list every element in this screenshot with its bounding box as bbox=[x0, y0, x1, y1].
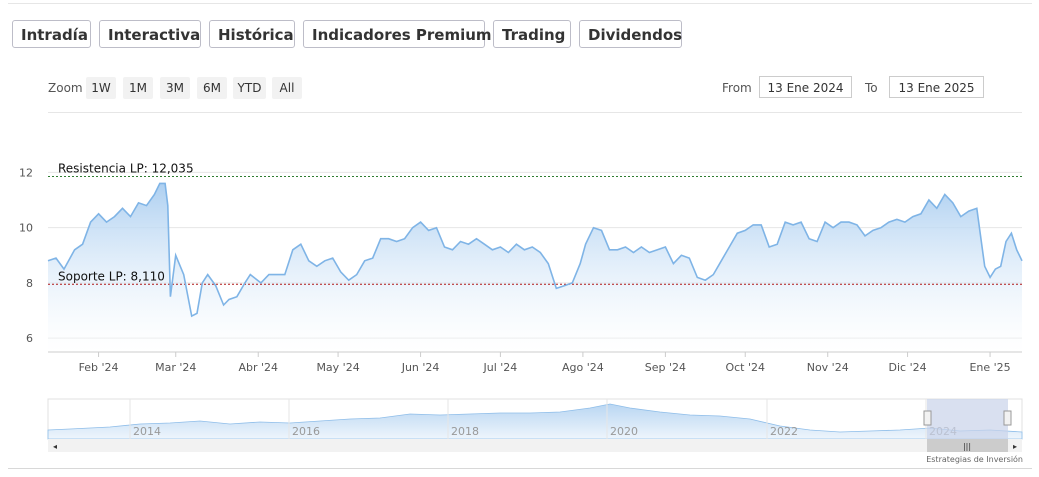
x-tick-label: Feb '24 bbox=[79, 361, 119, 374]
x-tick-label: Sep '24 bbox=[645, 361, 686, 374]
credit-label: Estrategias de Inversión bbox=[926, 455, 1023, 464]
zoom-button-all[interactable]: All bbox=[272, 77, 302, 99]
x-tick-label: Mar '24 bbox=[155, 361, 196, 374]
zoom-label: Zoom bbox=[48, 81, 83, 95]
zoom-button-1w[interactable]: 1W bbox=[86, 77, 116, 99]
scroll-left-icon[interactable]: ◂ bbox=[53, 442, 57, 451]
x-tick-label: Jun '24 bbox=[401, 361, 440, 374]
x-tick-label: Ene '25 bbox=[969, 361, 1010, 374]
top-divider bbox=[8, 3, 1032, 4]
navigator-selection[interactable] bbox=[927, 399, 1008, 439]
price-area bbox=[48, 183, 1022, 352]
x-tick-label: Ago '24 bbox=[562, 361, 604, 374]
y-tick-label: 6 bbox=[26, 332, 33, 345]
range-from-label: From bbox=[722, 81, 752, 95]
x-tick-label: Nov '24 bbox=[807, 361, 849, 374]
navigator-year-label: 2024 bbox=[929, 425, 957, 438]
y-tick-label: 10 bbox=[19, 222, 33, 235]
navigator-area bbox=[47, 403, 1023, 440]
zoom-button-1m[interactable]: 1M bbox=[123, 77, 153, 99]
navigator-year-label: 2018 bbox=[451, 425, 479, 438]
navigator-year-label: 2022 bbox=[770, 425, 798, 438]
zoom-button-6m[interactable]: 6M bbox=[197, 77, 227, 99]
zoom-button-3m[interactable]: 3M bbox=[160, 77, 190, 99]
scrollbar-grip-icon: ||| bbox=[963, 442, 971, 451]
tab-indicadores-premium[interactable]: Indicadores Premium bbox=[303, 20, 492, 48]
navigator-handle-right[interactable] bbox=[1003, 410, 1012, 426]
scroll-right-icon[interactable]: ▸ bbox=[1013, 442, 1017, 451]
x-tick-label: Jul '24 bbox=[483, 361, 518, 374]
navigator-scrollbar[interactable]: ||| ◂ ▸ bbox=[48, 439, 1022, 452]
navigator[interactable]: 2014 2016 2018 2020 2022 2024 bbox=[47, 398, 1023, 440]
x-tick-label: May '24 bbox=[316, 361, 359, 374]
resistance-label: Resistencia LP: 12,035 bbox=[58, 162, 194, 176]
range-to-input[interactable]: 13 Ene 2025 bbox=[889, 76, 984, 98]
scrollbar-track[interactable] bbox=[48, 439, 1022, 452]
scrollbar-thumb[interactable] bbox=[927, 439, 1008, 452]
zoom-button-ytd[interactable]: YTD bbox=[233, 77, 266, 99]
tab-intradia[interactable]: Intradía bbox=[12, 20, 91, 48]
tab-trading[interactable]: Trading bbox=[493, 20, 571, 48]
navigator-year-label: 2016 bbox=[292, 425, 320, 438]
price-line bbox=[47, 182, 1023, 318]
navigator-handle-left[interactable] bbox=[923, 410, 932, 426]
y-tick-label: 12 bbox=[19, 166, 33, 179]
x-tick-label: Oct '24 bbox=[725, 361, 765, 374]
x-tick-label: Abr '24 bbox=[238, 361, 278, 374]
navigator-background bbox=[47, 398, 1023, 440]
navigator-year-label: 2020 bbox=[610, 425, 638, 438]
range-from-input[interactable]: 13 Ene 2024 bbox=[759, 76, 852, 98]
bottom-divider bbox=[8, 468, 1032, 469]
tab-dividendos[interactable]: Dividendos bbox=[579, 20, 682, 48]
support-label: Soporte LP: 8,110 bbox=[58, 269, 165, 283]
x-tick-label: Dic '24 bbox=[889, 361, 927, 374]
tab-historica[interactable]: Histórica bbox=[209, 20, 295, 48]
y-tick-label: 8 bbox=[26, 277, 33, 290]
tab-interactiva[interactable]: Interactiva bbox=[99, 20, 201, 48]
navigator-year-label: 2014 bbox=[133, 425, 161, 438]
toolbar-divider bbox=[48, 112, 1022, 113]
range-to-label: To bbox=[865, 81, 878, 95]
